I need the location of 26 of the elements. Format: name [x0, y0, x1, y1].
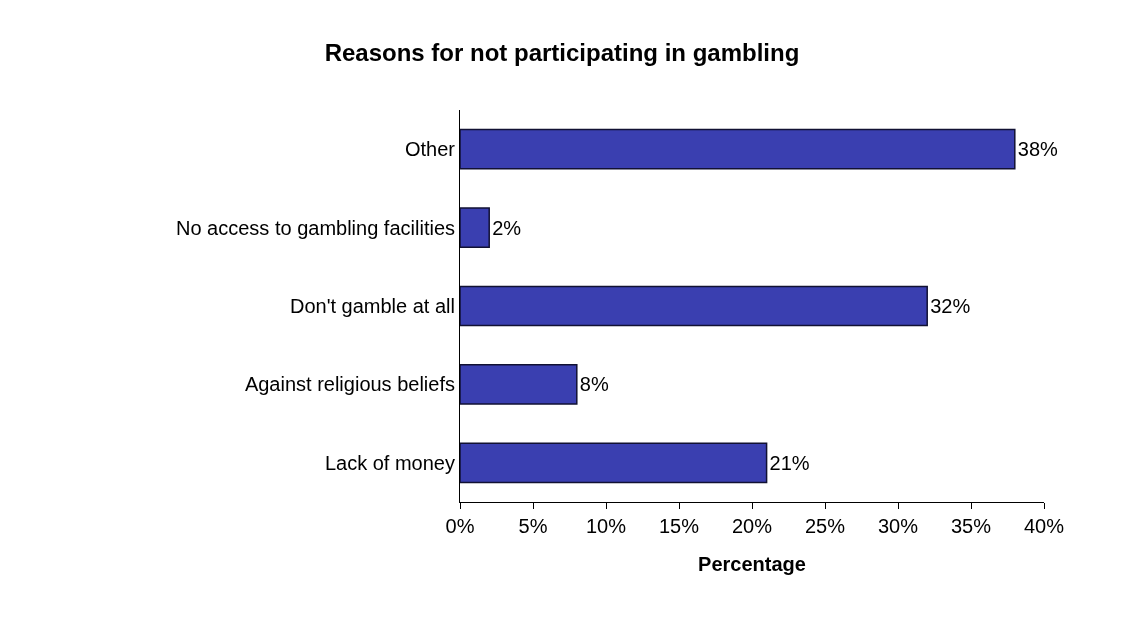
y-tick-label: Against religious beliefs: [244, 373, 455, 396]
x-tick-label: 10%: [585, 515, 627, 537]
x-axis-title: Percentage: [698, 552, 806, 575]
bar: [460, 364, 578, 405]
x-tick-label: 25%: [804, 515, 846, 537]
bar: [460, 442, 768, 484]
y-tick-label: Don't gamble at all: [289, 295, 455, 317]
bar: [460, 207, 490, 248]
chart-title: Reasons for not participating in gambling: [324, 39, 800, 67]
y-tick-label: Lack of money: [324, 451, 455, 474]
y-tick-label: No access to gambling facilities: [175, 216, 455, 239]
bar: [460, 128, 1016, 170]
bar: [460, 285, 928, 327]
data-label: 21%: [769, 451, 810, 474]
x-tick-label: 5%: [518, 515, 548, 537]
x-tick-label: 15%: [658, 515, 700, 537]
data-label: 38%: [1017, 138, 1059, 161]
x-tick-label: 20%: [731, 515, 773, 537]
x-tick-label: 30%: [877, 515, 919, 537]
x-tick-label: 40%: [1023, 515, 1065, 537]
data-label: 32%: [930, 295, 971, 317]
data-label: 2%: [492, 216, 522, 239]
x-tick-label: 0%: [445, 515, 475, 537]
y-tick-label: Other: [404, 138, 456, 161]
data-label: 8%: [579, 373, 609, 396]
x-tick-label: 35%: [950, 515, 992, 537]
